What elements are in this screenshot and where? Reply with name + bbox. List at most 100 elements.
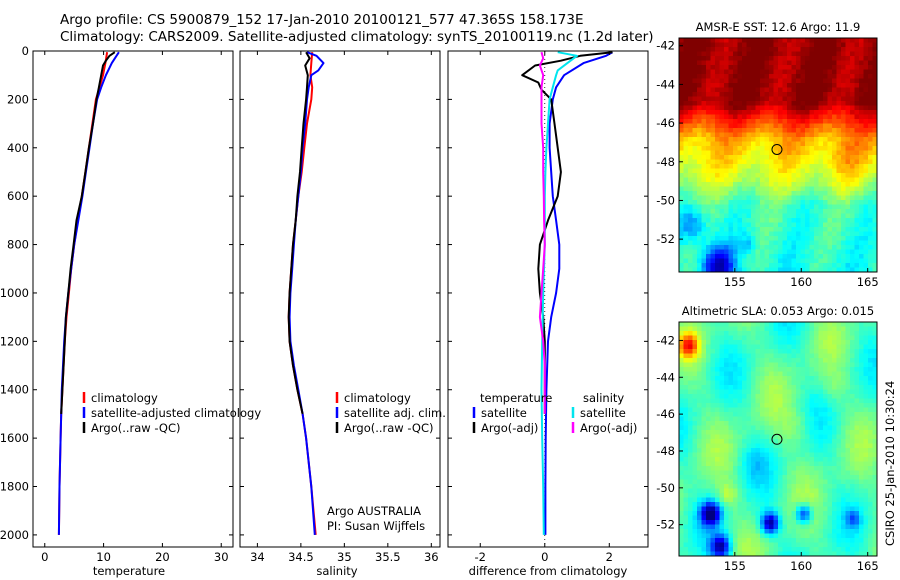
sla-map-cell <box>868 533 874 539</box>
sla-map-cell <box>818 376 824 382</box>
sst-map-cell <box>859 249 865 255</box>
sst-map-cell <box>827 200 833 206</box>
sla-map-cell <box>872 358 877 364</box>
sst-map-cell <box>782 51 788 57</box>
sla-map-cell <box>688 331 694 337</box>
sst-map-cell <box>850 213 856 219</box>
sst-map-cell <box>715 150 721 156</box>
sla-map-cell <box>791 331 797 337</box>
sla-map-cell <box>800 322 806 328</box>
sst-map-cell <box>827 87 833 93</box>
sla-map-cell <box>805 394 811 400</box>
sst-map-cell <box>755 204 761 210</box>
sst-map-cell <box>715 249 721 255</box>
sla-map-cell <box>746 335 752 341</box>
sst-map-cell <box>778 236 784 242</box>
sla-map-cell <box>791 394 797 400</box>
sst-map-cell <box>787 168 793 174</box>
sla-map-cell <box>841 439 847 445</box>
sla-map-cell <box>733 457 739 463</box>
sst-map-cell <box>683 38 689 44</box>
sst-map-cell <box>832 249 838 255</box>
sst-map-cell <box>679 164 685 170</box>
sla-map-cell <box>688 367 694 373</box>
sst-map-cell <box>764 51 770 57</box>
sla-map-cell <box>710 376 716 382</box>
sst-map-cell <box>760 51 766 57</box>
sla-map-cell <box>818 488 824 494</box>
sla-map-cell <box>710 529 716 535</box>
sla-map-cell <box>805 376 811 382</box>
sst-map-cell <box>814 258 820 264</box>
sla-map-cell <box>872 529 877 535</box>
sla-xtick-label: 155 <box>724 559 746 573</box>
sst-map-cell <box>719 128 725 134</box>
sla-map-cell <box>832 520 838 526</box>
sst-map-cell <box>800 195 806 201</box>
sla-map-cell <box>841 506 847 512</box>
sst-map-cell <box>823 186 829 192</box>
sst-map-cell <box>850 110 856 116</box>
sst-map-cell <box>715 96 721 102</box>
sla-map-cell <box>782 497 788 503</box>
sst-map-cell <box>863 213 869 219</box>
sla-map-cell <box>850 511 856 517</box>
sst-map-cell <box>724 51 730 57</box>
sla-map-cell <box>710 533 716 539</box>
sla-map-cell <box>746 475 752 481</box>
sst-map-cell <box>746 254 752 260</box>
sla-map-cell <box>746 358 752 364</box>
sst-map-cell <box>827 123 833 129</box>
sst-map-cell <box>724 222 730 228</box>
sla-map-cell <box>832 515 838 521</box>
sst-map-cell <box>863 240 869 246</box>
sla-map-cell <box>742 470 748 476</box>
sla-map-cell <box>850 475 856 481</box>
sla-map-cell <box>787 344 793 350</box>
sla-map-cell <box>706 484 712 490</box>
sla-map-cell <box>845 497 851 503</box>
sst-map-cell <box>683 222 689 228</box>
sla-map-cell <box>863 529 869 535</box>
sla-map-cell <box>760 358 766 364</box>
sst-map-cell <box>778 38 784 44</box>
sla-map-cell <box>778 470 784 476</box>
sst-map-cell <box>755 267 761 272</box>
sst-map-cell <box>746 186 752 192</box>
sst-map-cell <box>760 65 766 71</box>
sla-map-cell <box>710 407 716 413</box>
sla-map-cell <box>688 412 694 418</box>
sst-map-cell <box>701 182 707 188</box>
sst-map-cell <box>742 168 748 174</box>
sst-map-cell <box>755 60 761 66</box>
sla-map-cell <box>751 538 757 544</box>
sla-map-cell <box>859 403 865 409</box>
sla-map-cell <box>796 353 802 359</box>
sla-map-cell <box>719 529 725 535</box>
sst-map-cell <box>742 218 748 224</box>
sst-map-cell <box>823 236 829 242</box>
sla-map-cell <box>778 358 784 364</box>
sla-map-cell <box>692 515 698 521</box>
sst-map-cell <box>773 42 779 48</box>
sla-map-cell <box>787 448 793 454</box>
sla-map-cell <box>832 326 838 332</box>
sst-map-cell <box>719 240 725 246</box>
sst-map-cell <box>782 105 788 111</box>
sst-map-cell <box>832 204 838 210</box>
sst-map-cell <box>809 150 815 156</box>
sst-map-cell <box>845 267 851 272</box>
sst-map-cell <box>742 159 748 165</box>
sst-map-cell <box>836 159 842 165</box>
sla-map-cell <box>679 484 685 490</box>
sla-map-cell <box>692 358 698 364</box>
sla-map-cell <box>823 457 829 463</box>
sla-map-cell <box>719 542 725 548</box>
sla-map-cell <box>742 398 748 404</box>
sla-map-cell <box>760 533 766 539</box>
sla-map-cell <box>679 466 685 472</box>
sst-map-cell <box>850 51 856 57</box>
sst-map-cell <box>742 38 748 44</box>
sla-map-cell <box>805 529 811 535</box>
sst-map-cell <box>796 222 802 228</box>
